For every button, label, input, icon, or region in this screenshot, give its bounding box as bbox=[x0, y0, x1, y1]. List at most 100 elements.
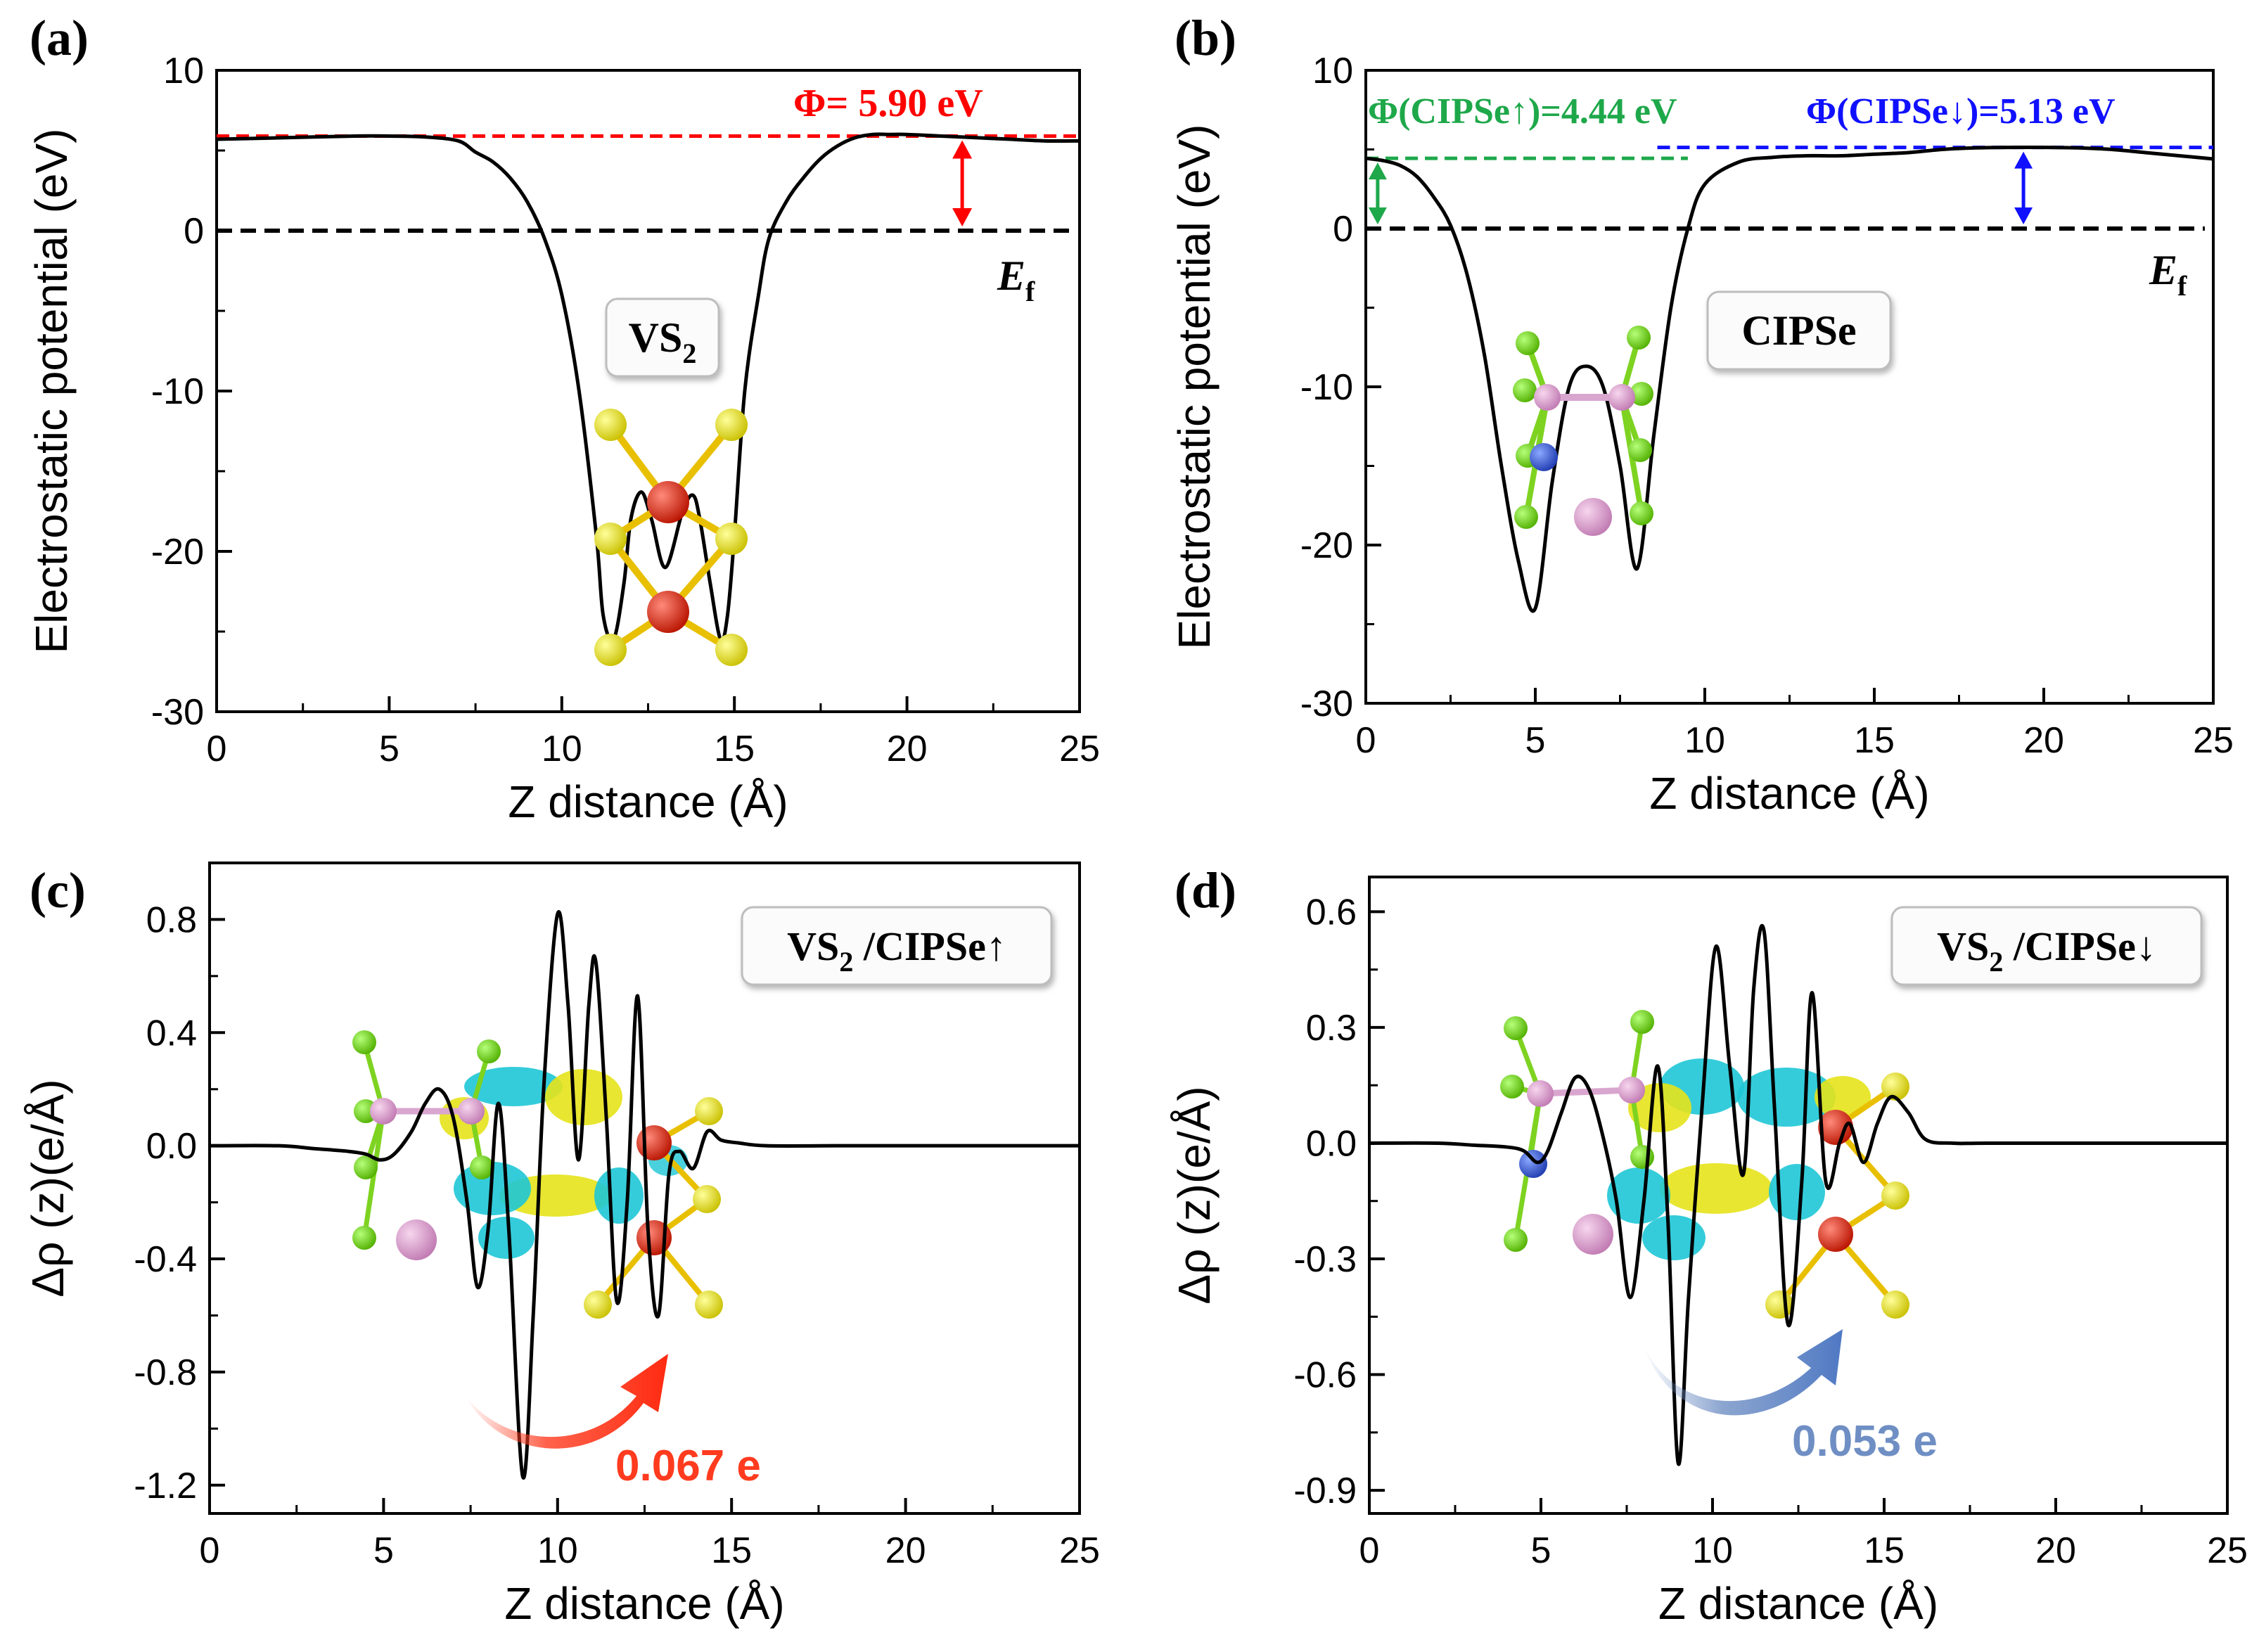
fermi-letter-b: E bbox=[2149, 247, 2177, 293]
fermi-label-a: Ef bbox=[997, 252, 1035, 307]
plot-frame-b bbox=[1364, 69, 2215, 705]
x-tick-label-c: 5 bbox=[373, 1530, 394, 1571]
y-tick-label-d: -0.3 bbox=[1293, 1239, 1357, 1280]
work-function-up-arrowhead-top bbox=[1368, 162, 1387, 180]
y-tick-label-b: -30 bbox=[1300, 684, 1353, 724]
y-tick-label-b: 10 bbox=[1312, 51, 1353, 91]
work-function-label-a: Φ= 5.90 eV bbox=[793, 82, 983, 125]
charge-transfer-arrow-d bbox=[1642, 1329, 1843, 1416]
y-axis-label-b: Electrostatic potential (eV) bbox=[1169, 124, 1220, 650]
panel-label-b: (b) bbox=[1175, 10, 1236, 66]
y-tick-label-c: -0.4 bbox=[134, 1239, 197, 1280]
x-tick-label-d: 5 bbox=[1531, 1530, 1551, 1571]
y-tick-label-a: 0 bbox=[184, 211, 204, 252]
y-tick-label-b: 0 bbox=[1333, 209, 1353, 250]
structure-main-a: VS bbox=[629, 314, 683, 361]
y-tick-label-d: -0.9 bbox=[1293, 1471, 1357, 1511]
charge-transfer-label-c: 0.067 e bbox=[615, 1442, 761, 1490]
y-tick-label-d: 0.0 bbox=[1306, 1123, 1357, 1164]
x-axis-label-a: Z distance (Å) bbox=[508, 776, 788, 827]
panel-label-d: (d) bbox=[1175, 862, 1236, 918]
x-tick-label-d: 20 bbox=[2035, 1530, 2076, 1571]
structure-label-box-a bbox=[605, 297, 720, 378]
y-tick-label-d: -0.6 bbox=[1293, 1355, 1357, 1396]
y-tick-label-c: 0.4 bbox=[146, 1013, 197, 1054]
y-tick-label-b: -10 bbox=[1300, 367, 1353, 408]
x-tick-label-c: 10 bbox=[537, 1530, 578, 1571]
x-tick-label-b: 5 bbox=[1525, 720, 1546, 761]
structure-label-b: CIPSe bbox=[1741, 307, 1856, 354]
work-function-up-label: Φ(CIPSe↑)=4.44 eV bbox=[1368, 91, 1677, 132]
y-axis-label-c: Δρ (z)(e/Å) bbox=[23, 1079, 73, 1297]
charge-transfer-label-d: 0.053 e bbox=[1792, 1417, 1938, 1466]
y-tick-label-a: -10 bbox=[151, 371, 204, 412]
series-line-d bbox=[1369, 923, 2227, 1466]
panel-label-c: (c) bbox=[30, 862, 86, 918]
series-line-b bbox=[1365, 145, 2214, 613]
structure-label-box-c bbox=[741, 906, 1053, 986]
y-tick-label-a: 10 bbox=[163, 51, 204, 91]
x-tick-label-a: 15 bbox=[714, 729, 755, 769]
structure-label-c: VS2 /CIPSe↑ bbox=[787, 923, 1006, 978]
structure-rest-d: /CIPSe↓ bbox=[2003, 923, 2156, 969]
structure-label-box-d bbox=[1890, 906, 2203, 986]
work-function-arrowhead-bottom-a bbox=[952, 208, 973, 226]
structure-sub-c: 2 bbox=[839, 946, 853, 978]
structure-main-d: VS bbox=[1937, 923, 1989, 969]
x-axis-label-d: Z distance (Å) bbox=[1658, 1578, 1938, 1629]
x-tick-label-d: 25 bbox=[2207, 1530, 2248, 1571]
x-tick-label-d: 15 bbox=[1864, 1530, 1905, 1571]
work-function-down-label: Φ(CIPSe↓)=5.13 eV bbox=[1806, 91, 2116, 132]
structure-label-a: VS2 bbox=[629, 314, 697, 369]
work-function-arrowhead-top-a bbox=[952, 140, 973, 159]
x-tick-label-a: 25 bbox=[1059, 729, 1100, 769]
structure-main-c: VS bbox=[787, 923, 839, 969]
structure-sub-a: 2 bbox=[682, 338, 696, 369]
y-axis-label-a: Electrostatic potential (eV) bbox=[26, 129, 77, 654]
panel-label-a: (a) bbox=[30, 10, 89, 66]
x-tick-label-a: 0 bbox=[207, 729, 227, 769]
x-tick-label-b: 0 bbox=[1356, 720, 1376, 761]
fermi-sub-b: f bbox=[2177, 270, 2187, 302]
x-axis-label-c: Z distance (Å) bbox=[504, 1578, 784, 1629]
cipse-structure-picture bbox=[1513, 326, 1653, 536]
fermi-sub-a: f bbox=[1025, 276, 1035, 307]
chart-panel-c: 0 5 10 15 20 25 -1.2 -0.8 -0.4 0.0 0.4 0.8 Z distanc… bbox=[23, 862, 1100, 1629]
structure-label-box-b bbox=[1706, 290, 1892, 371]
x-tick-label-b: 20 bbox=[2023, 720, 2064, 761]
y-tick-label-c: -0.8 bbox=[134, 1352, 197, 1393]
y-tick-label-b: -20 bbox=[1300, 525, 1353, 566]
work-function-down-arrowhead-bottom bbox=[2014, 207, 2033, 224]
x-tick-label-a: 10 bbox=[542, 729, 582, 769]
structure-rest-c: /CIPSe↑ bbox=[853, 923, 1006, 969]
chart-panel-d: 0 5 10 15 20 25 -0.9 -0.6 -0.3 0.0 0.3 0.6 Z distanc… bbox=[1169, 876, 2248, 1629]
x-tick-label-c: 15 bbox=[711, 1530, 752, 1571]
x-tick-label-b: 25 bbox=[2193, 720, 2234, 761]
y-tick-label-c: 0.8 bbox=[146, 899, 197, 940]
structure-sub-d: 2 bbox=[1989, 946, 2003, 978]
x-tick-label-c: 25 bbox=[1059, 1530, 1100, 1571]
y-tick-label-c: -1.2 bbox=[134, 1466, 197, 1506]
work-function-up-arrowhead-bottom bbox=[1368, 207, 1387, 224]
fermi-letter-a: E bbox=[997, 252, 1025, 299]
fermi-label-b: Ef bbox=[2149, 247, 2187, 302]
series-line-a bbox=[216, 132, 1080, 643]
x-tick-label-b: 15 bbox=[1854, 720, 1895, 761]
work-function-down-arrowhead-top bbox=[2014, 151, 2033, 169]
charge-transfer-arrow-c bbox=[466, 1354, 668, 1449]
x-tick-label-b: 10 bbox=[1684, 720, 1725, 761]
chart-panel-a: 0 5 10 15 20 25 -30 -20 -10 0 10 Z distance (Å) Elec… bbox=[26, 51, 1100, 827]
x-tick-label-c: 20 bbox=[885, 1530, 926, 1571]
y-tick-label-a: -30 bbox=[151, 692, 204, 733]
x-axis-label-b: Z distance (Å) bbox=[1649, 768, 1929, 819]
y-tick-label-d: 0.6 bbox=[1306, 892, 1357, 933]
structure-label-d: VS2 /CIPSe↓ bbox=[1937, 923, 2156, 978]
x-tick-label-d: 10 bbox=[1692, 1530, 1733, 1571]
y-axis-label-d: Δρ (z)(e/Å) bbox=[1169, 1086, 1220, 1304]
x-tick-label-c: 0 bbox=[200, 1530, 220, 1571]
y-tick-label-a: -20 bbox=[151, 532, 204, 572]
y-tick-label-c: 0.0 bbox=[146, 1126, 197, 1167]
x-tick-label-a: 20 bbox=[887, 729, 928, 769]
series-line-c bbox=[209, 910, 1080, 1480]
vs2-structure-picture bbox=[594, 409, 748, 666]
